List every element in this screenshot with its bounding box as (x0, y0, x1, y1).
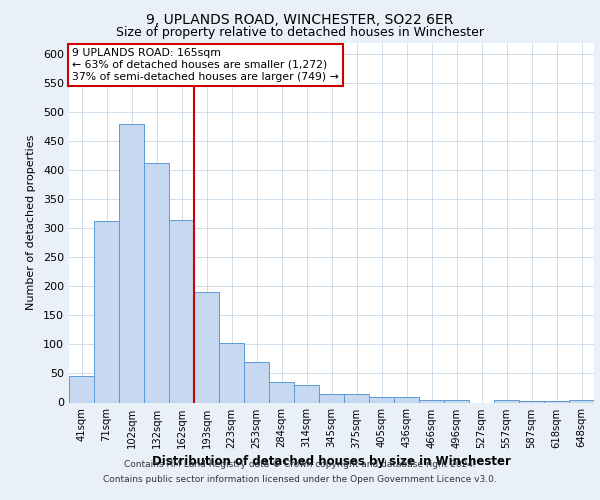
Bar (394, 398, 419, 402)
Bar (194, 292, 219, 403)
Bar (494, 400, 519, 402)
Bar (419, 400, 444, 402)
Y-axis label: Number of detached properties: Number of detached properties (26, 135, 36, 310)
Bar (369, 396, 394, 402)
Bar (94, 222, 119, 402)
Bar (294, 385, 319, 402)
Bar (269, 382, 294, 402)
X-axis label: Distribution of detached houses by size in Winchester: Distribution of detached houses by size … (152, 454, 511, 468)
Bar (119, 124, 144, 402)
Text: Contains public sector information licensed under the Open Government Licence v3: Contains public sector information licen… (103, 475, 497, 484)
Bar (244, 362, 269, 403)
Bar (144, 162, 169, 402)
Text: 9 UPLANDS ROAD: 165sqm
← 63% of detached houses are smaller (1,272)
37% of semi-: 9 UPLANDS ROAD: 165sqm ← 63% of detached… (72, 48, 339, 82)
Bar (69, 376, 94, 402)
Text: Contains HM Land Registry data © Crown copyright and database right 2024.: Contains HM Land Registry data © Crown c… (124, 460, 476, 469)
Bar (219, 342, 244, 402)
Bar (169, 220, 194, 402)
Bar (344, 394, 369, 402)
Bar (319, 394, 344, 402)
Text: Size of property relative to detached houses in Winchester: Size of property relative to detached ho… (116, 26, 484, 39)
Bar (569, 400, 594, 402)
Text: 9, UPLANDS ROAD, WINCHESTER, SO22 6ER: 9, UPLANDS ROAD, WINCHESTER, SO22 6ER (146, 12, 454, 26)
Bar (444, 400, 469, 402)
